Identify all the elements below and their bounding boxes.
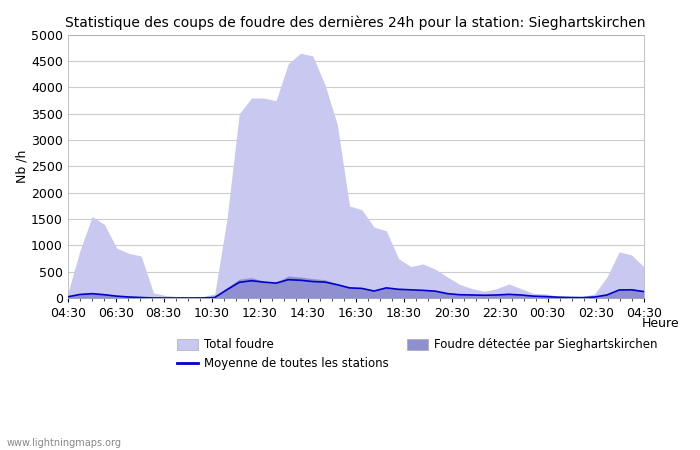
Text: www.lightningmaps.org: www.lightningmaps.org — [7, 438, 122, 448]
X-axis label: Heure: Heure — [642, 317, 680, 329]
Legend: Total foudre, Moyenne de toutes les stations, Foudre détectée par Sieghartskirch: Total foudre, Moyenne de toutes les stat… — [177, 338, 657, 370]
Y-axis label: Nb /h: Nb /h — [15, 150, 28, 183]
Title: Statistique des coups de foudre des dernières 24h pour la station: Sieghartskirc: Statistique des coups de foudre des dern… — [65, 15, 646, 30]
